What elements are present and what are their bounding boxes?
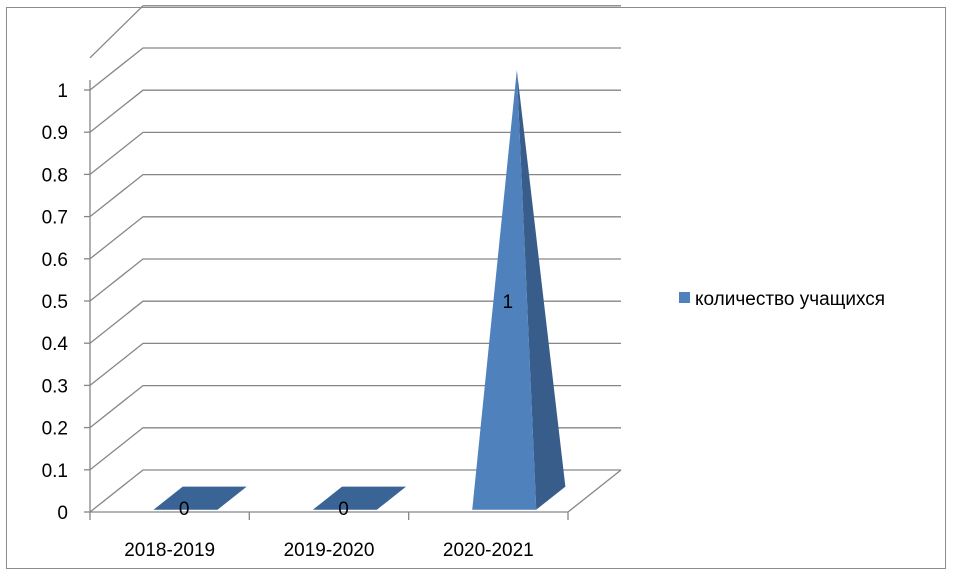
y-tick-label: 0 [57, 503, 68, 524]
y-tick-label: 0.3 [42, 376, 68, 397]
gridline [89, 131, 621, 175]
pyramid-bar-flat [312, 486, 407, 510]
pyramid-bar-side [516, 70, 566, 510]
x-tick-label: 2019-2020 [284, 540, 375, 561]
gridline [89, 216, 621, 260]
gridline [89, 384, 621, 429]
gridline [89, 258, 621, 302]
gridline [89, 89, 621, 133]
y-tick-label: 0.1 [42, 461, 68, 482]
y-tick-label: 0.8 [42, 165, 68, 186]
data-labels: 0 0 1 [179, 292, 513, 520]
gridline [89, 342, 621, 386]
series-bars [153, 70, 566, 510]
legend: количество учащихся [679, 289, 885, 310]
gridlines [84, 5, 621, 513]
y-tick-label: 0.9 [42, 123, 68, 144]
x-axis-tick-labels: 2018-2019 2019-2020 2020-2021 [89, 512, 569, 561]
gridline [89, 427, 621, 471]
pyramid-bar-face [472, 70, 537, 510]
gridline [89, 173, 621, 218]
y-tick-label: 0.6 [42, 250, 68, 271]
gridline [89, 469, 621, 513]
y-tick-label: 0.5 [42, 292, 68, 313]
data-label: 0 [338, 499, 349, 520]
wall-top-line [89, 5, 621, 59]
data-label: 1 [503, 292, 514, 313]
y-tick-label: 0.7 [42, 208, 68, 229]
y-tick-label: 1 [57, 81, 68, 102]
x-tick-label: 2018-2019 [124, 540, 215, 561]
pyramid-bar-flat [153, 486, 247, 510]
y-tick-label: 0.4 [42, 334, 69, 355]
gridline [89, 300, 621, 344]
x-tick-label: 2020-2021 [443, 540, 534, 561]
y-axis-tick-labels: 0 0.1 0.2 0.3 0.4 0.5 0.6 0.7 0.8 0.9 1 [42, 81, 69, 524]
y-tick-label: 0.2 [42, 419, 68, 440]
gridline [89, 47, 621, 91]
legend-entry-label: количество учащихся [695, 289, 885, 310]
data-label: 0 [179, 499, 190, 520]
legend-swatch [679, 292, 690, 303]
